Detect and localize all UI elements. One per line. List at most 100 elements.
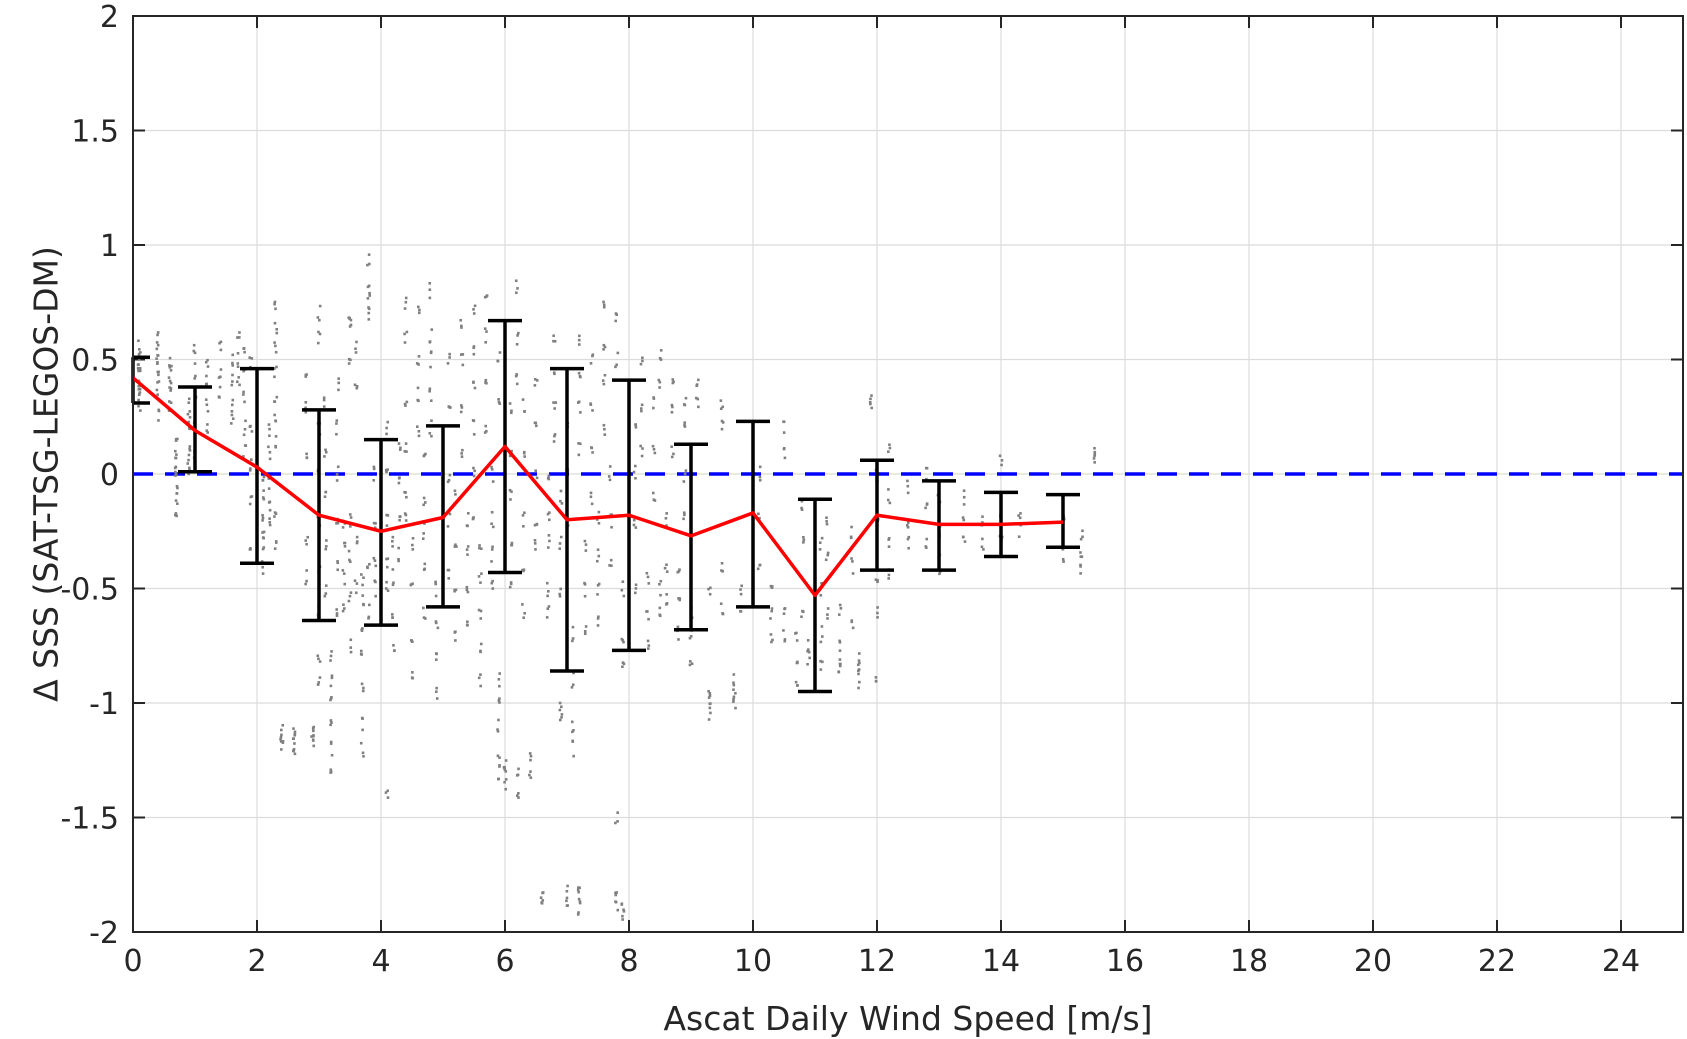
scatter-point	[657, 378, 661, 382]
scatter-point	[509, 582, 513, 586]
scatter-point	[484, 378, 488, 382]
scatter-point	[665, 524, 668, 527]
scatter-point	[719, 399, 723, 402]
scatter-point	[484, 341, 487, 344]
scatter-point	[552, 401, 555, 404]
y-tick-label: -0.5	[60, 573, 119, 608]
scatter-point	[479, 547, 483, 551]
scatter-point	[521, 603, 524, 606]
scatter-point	[676, 570, 680, 574]
scatter-point	[330, 650, 333, 653]
scatter-point	[508, 585, 512, 589]
scatter-point	[267, 487, 271, 490]
scatter-point	[583, 594, 587, 598]
scatter-point	[459, 318, 462, 322]
y-tick-label: 2	[100, 0, 119, 35]
scatter-point	[548, 539, 551, 543]
scatter-point	[242, 390, 245, 394]
scatter-point	[610, 564, 613, 568]
scatter-point	[261, 496, 265, 499]
scatter-points	[136, 253, 1097, 921]
scatter-point	[732, 700, 735, 703]
scatter-point	[204, 360, 208, 364]
scatter-point	[421, 537, 425, 540]
scatter-point	[261, 547, 265, 551]
scatter-point	[523, 410, 526, 413]
scatter-point	[601, 379, 605, 382]
scatter-point	[329, 684, 333, 688]
scatter-point	[620, 588, 624, 592]
scatter-point	[608, 564, 611, 567]
scatter-point	[874, 676, 878, 679]
scatter-point	[187, 397, 191, 401]
scatter-point	[472, 381, 475, 384]
scatter-point	[330, 753, 334, 757]
scatter-point	[169, 387, 173, 390]
scatter-point	[1079, 551, 1082, 554]
scatter-point	[461, 448, 464, 452]
scatter-point	[422, 503, 425, 507]
scatter-point	[478, 544, 481, 547]
scatter-point	[874, 680, 878, 683]
scatter-point	[796, 684, 799, 687]
scatter-point	[490, 510, 494, 514]
scatter-point	[188, 410, 192, 413]
scatter-point	[496, 730, 500, 733]
scatter-point	[658, 386, 661, 389]
scatter-point	[497, 400, 501, 404]
scatter-point	[324, 592, 328, 595]
scatter-point	[174, 473, 178, 476]
scatter-point	[424, 452, 427, 456]
scatter-point	[616, 811, 619, 814]
scatter-point	[242, 433, 246, 437]
scatter-point	[819, 668, 823, 671]
scatter-point	[329, 698, 332, 702]
scatter-point	[367, 318, 371, 321]
scatter-point	[193, 351, 197, 355]
x-tick-label: 12	[858, 944, 896, 979]
scatter-point	[367, 262, 371, 266]
scatter-point	[204, 398, 208, 401]
scatter-point	[907, 535, 911, 539]
scatter-point	[719, 602, 723, 606]
scatter-point	[385, 565, 389, 569]
scatter-point	[491, 545, 494, 549]
scatter-point	[391, 616, 394, 619]
scatter-point	[273, 321, 277, 325]
scatter-point	[497, 678, 501, 681]
scatter-point	[274, 435, 278, 438]
scatter-point	[324, 584, 328, 587]
scatter-point	[422, 616, 426, 619]
scatter-point	[756, 567, 760, 571]
scatter-point	[554, 401, 558, 404]
scatter-point	[682, 517, 685, 521]
scatter-point	[385, 426, 388, 430]
scatter-point	[552, 339, 555, 343]
scatter-point	[980, 545, 984, 549]
scatter-point	[652, 447, 656, 451]
scatter-point	[466, 624, 469, 627]
scatter-point	[268, 523, 272, 527]
scatter-point	[770, 609, 774, 613]
scatter-point	[721, 612, 724, 615]
scatter-point	[837, 613, 841, 616]
scatter-point	[541, 899, 545, 902]
scatter-point	[312, 739, 315, 742]
scatter-point	[362, 602, 365, 606]
scatter-point	[818, 541, 822, 544]
scatter-point	[802, 535, 805, 539]
scatter-point	[435, 697, 439, 700]
scatter-point	[368, 603, 371, 607]
scatter-point	[231, 364, 235, 367]
scatter-point	[683, 425, 687, 428]
scatter-point	[434, 580, 437, 584]
scatter-point	[244, 419, 247, 423]
scatter-point	[428, 296, 432, 300]
scatter-point	[324, 450, 328, 454]
scatter-point	[243, 350, 246, 354]
scatter-point	[188, 415, 192, 419]
scatter-point	[268, 457, 272, 461]
scatter-point	[684, 396, 688, 400]
scatter-point	[415, 362, 419, 365]
scatter-point	[347, 316, 351, 319]
